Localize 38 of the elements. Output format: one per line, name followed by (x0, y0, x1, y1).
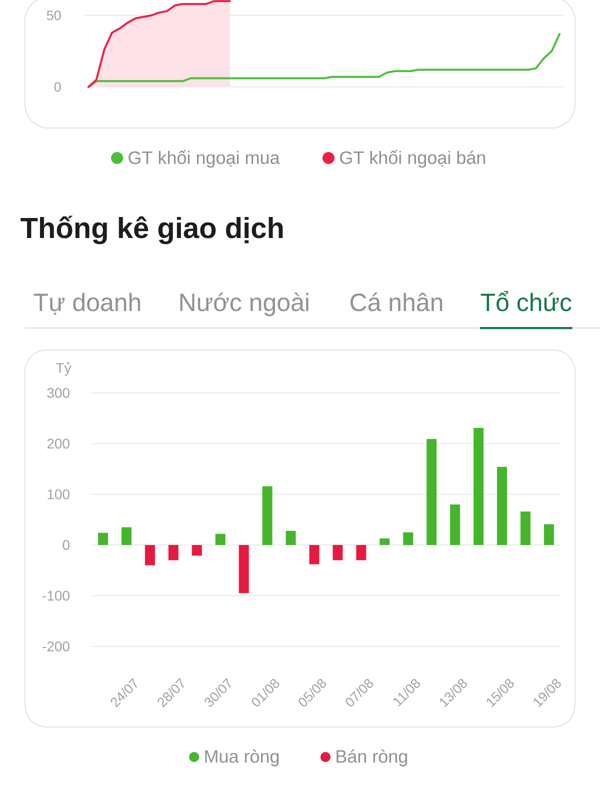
bar (262, 486, 272, 546)
bar (356, 545, 366, 560)
text: Tự doanh (34, 292, 140, 315)
y-tick-label: 0 (54, 82, 61, 92)
bar (544, 524, 554, 546)
text: Nước ngoài (180, 292, 308, 316)
bar (144, 545, 155, 566)
legend-label: Mua ròng (205, 749, 279, 766)
chart-title: Thống kê giao dịch (20, 216, 283, 244)
bar (98, 532, 108, 546)
bar (520, 512, 530, 546)
y-tick-label: 0 (62, 540, 70, 550)
bar (497, 466, 508, 546)
y-tick-label: 200 (47, 438, 70, 449)
y-axis-title: Tỷ (56, 362, 72, 376)
text: Tổ chức (480, 290, 572, 312)
y-tick-label: 50 (46, 10, 61, 20)
legend-label: Bán ròng (336, 749, 408, 766)
bar (122, 527, 132, 546)
y-tick-label: 100 (48, 489, 70, 500)
y-tick-label: 300 (47, 388, 70, 398)
legend-label: GT khối ngoại bán (340, 150, 486, 168)
bar (426, 439, 437, 546)
legend-label: GT khối ngoại mua (128, 150, 280, 168)
text: Cá nhân (350, 292, 442, 312)
bar (332, 545, 343, 560)
bar (474, 428, 484, 546)
bar (238, 545, 249, 594)
y-tick-label: -200 (42, 641, 70, 652)
bar (309, 545, 320, 564)
bar (192, 545, 202, 556)
bar (403, 532, 414, 546)
bar (450, 504, 460, 546)
bar (286, 530, 296, 546)
bar (215, 534, 226, 546)
y-tick-label: -100 (42, 590, 70, 601)
bar (380, 538, 390, 546)
bar (168, 545, 178, 560)
